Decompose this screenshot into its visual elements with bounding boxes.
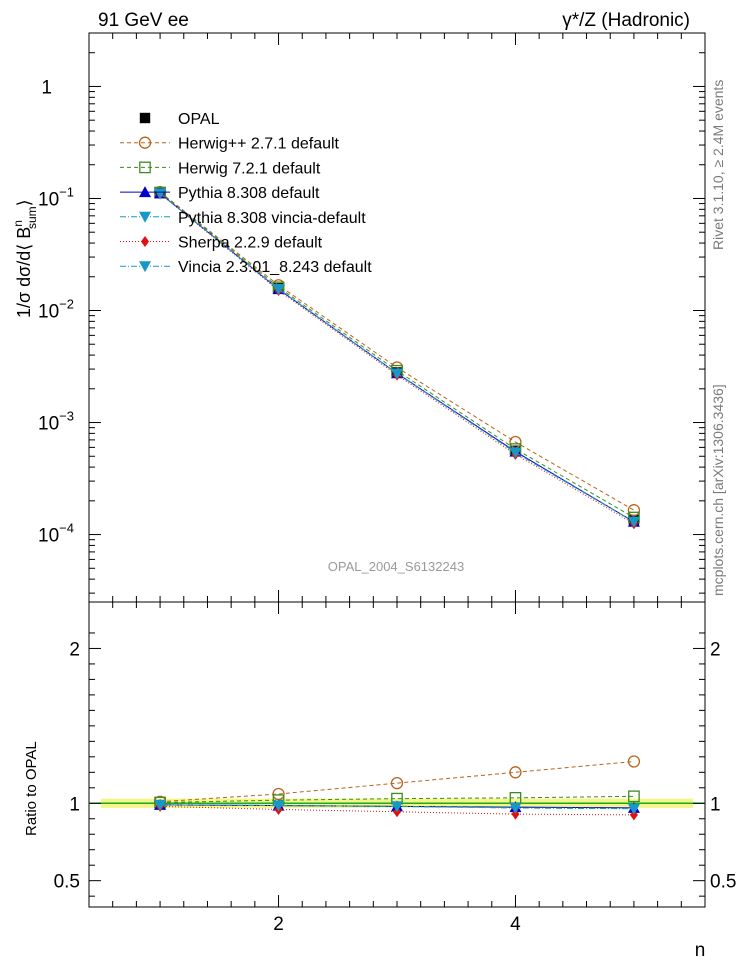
main-data-point — [627, 516, 640, 528]
x-tick-label: 4 — [510, 914, 521, 935]
legend: OPAL Herwig++ 2.7.1 default Herwig 7.2.1 d… — [120, 111, 372, 276]
ratio-y-tick-label-right: 2 — [710, 639, 721, 660]
legend-label: Pythia 8.308 vincia-default — [178, 210, 366, 227]
ratio-y-tick-label: 0.5 — [54, 872, 80, 893]
main-y-tick-label: 10−2 — [38, 297, 74, 323]
main-data-point — [509, 447, 522, 459]
legend-label: Vincia 2.3.01_8.243 default — [178, 259, 372, 276]
main-data-point — [154, 188, 167, 200]
main-data-point — [272, 284, 285, 296]
header-right-label: γ*/Z (Hadronic) — [562, 10, 690, 31]
ratio-y-tick-label: 1 — [69, 794, 80, 815]
legend-label: Herwig 7.2.1 default — [178, 160, 321, 177]
main-data-point — [391, 368, 403, 380]
ratio-data-point — [154, 799, 167, 811]
ratio-data-point — [509, 802, 522, 814]
ratio-plot-frame — [88, 601, 706, 908]
main-y-tick-label: 10−1 — [38, 184, 74, 210]
legend-marker — [138, 136, 152, 149]
ratio-panel: 0.5 0.5 1 1 2 2 2 4 — [54, 601, 736, 935]
legend-label: OPAL — [178, 111, 220, 128]
analysis-watermark: OPAL_2004_S6132243 — [328, 559, 464, 574]
legend-marker — [139, 186, 151, 198]
legend-marker — [139, 261, 151, 273]
ratio-series-line — [160, 795, 634, 803]
ratio-y-tick-label-right: 1 — [710, 794, 721, 815]
legend-marker — [139, 211, 151, 223]
side-label-bottom: mcplots.cern.ch [arXiv:1306.3436] — [710, 384, 726, 596]
side-label-top: Rivet 3.1.10, ≥ 2.4M events — [710, 80, 726, 250]
ratio-data-point — [390, 776, 404, 790]
main-series-line — [159, 193, 635, 525]
legend-marker — [139, 161, 151, 174]
main-data-point — [627, 504, 641, 517]
legend-label: Herwig++ 2.7.1 default — [178, 136, 340, 153]
x-tick-label: 2 — [273, 914, 284, 935]
ratio-data-point — [391, 801, 403, 813]
ratio-data-point — [628, 790, 640, 803]
main-y-tick-label: 10−3 — [38, 409, 74, 435]
ratio-data-point — [627, 755, 641, 768]
main-y-tick-label: 1 — [41, 77, 52, 98]
ratio-data-point — [509, 766, 522, 779]
main-panel: 1 10−1 10−2 10−3 10−4 OPAL Herwig++ 2.7.1 defa… — [38, 32, 706, 603]
x-axis-title: n — [695, 940, 706, 961]
legend-marker — [141, 236, 149, 247]
svg-text:1/σ dσ/d⟨ Bnsum⟩: 1/σ dσ/d⟨ Bnsum⟩ — [11, 199, 39, 318]
ratio-y-axis-title: Ratio to OPAL — [23, 741, 40, 836]
ratio-series-line — [160, 760, 634, 803]
main-y-tick-label: 10−4 — [38, 521, 74, 547]
ratio-y-tick-label: 2 — [69, 639, 80, 660]
legend-label: Pythia 8.308 default — [178, 185, 320, 202]
ratio-data-point — [629, 809, 638, 821]
main-y-axis-title: 1/σ dσ/d⟨ Bnsum⟩ — [11, 199, 39, 318]
header-left-label: 91 GeV ee — [98, 10, 189, 31]
legend-marker — [139, 112, 151, 124]
ratio-y-tick-label-right: 0.5 — [710, 872, 736, 893]
ratio-data-point — [627, 803, 640, 815]
ratio-data-point — [511, 808, 520, 820]
legend-label: Sherpa 2.2.9 default — [178, 235, 323, 252]
ratio-data-point — [272, 787, 285, 801]
ratio-data-point — [272, 800, 285, 812]
